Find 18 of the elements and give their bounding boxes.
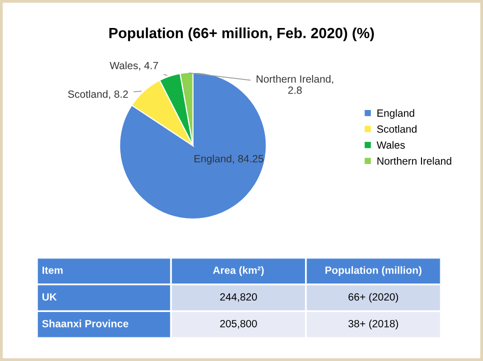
data-label: Wales, 4.7 (110, 62, 158, 70)
text: Area (km²) (212, 266, 264, 276)
legend-label: England (377, 109, 414, 119)
data-label: England, 84.25 (194, 154, 264, 164)
text: 205,800 (220, 320, 257, 329)
text: 244,820 (220, 293, 257, 302)
text: Shaanxi Province (42, 320, 128, 328)
chart-title: Population (66+ million, Feb. 2020) (%) (109, 28, 374, 42)
data-label: Northern Ireland, 2.8 (256, 75, 334, 94)
legend-label: Scotland (377, 125, 416, 133)
text: UK (42, 293, 57, 301)
text: 66+ (2020) (348, 292, 398, 303)
legend-label: Wales (376, 141, 405, 149)
text: Item (42, 266, 63, 274)
legend-label: Northern Ireland (377, 157, 452, 165)
text: 38+ (2018) (348, 320, 398, 330)
data-label: Scotland, 8.2 (68, 90, 128, 100)
text: Population (million) (325, 266, 422, 276)
